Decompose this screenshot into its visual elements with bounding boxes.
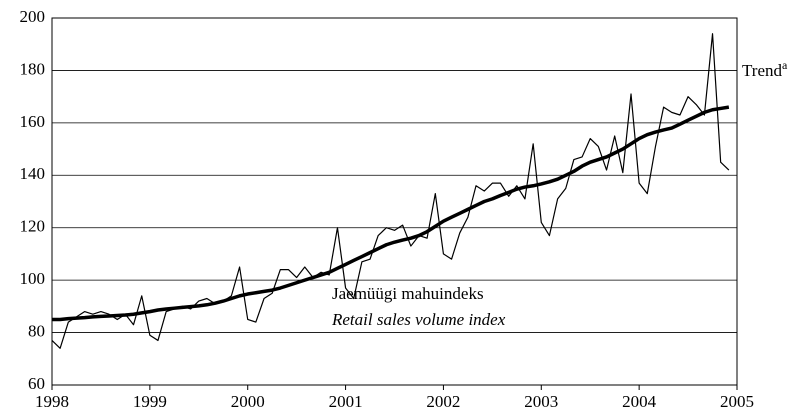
y-tick-label: 120	[20, 217, 46, 236]
y-tick-label: 160	[20, 112, 46, 131]
index-line	[51, 33, 730, 349]
x-tick-label: 2001	[329, 392, 363, 411]
trend-note: a	[782, 58, 788, 72]
y-tick-label: 180	[20, 59, 46, 78]
y-tick-label: 60	[28, 374, 45, 393]
y-tick-label: 140	[20, 164, 46, 183]
series-label: Jaemüügi mahuindeks	[332, 284, 484, 303]
x-tick-label: 2003	[524, 392, 558, 411]
trend-name: Trend	[742, 61, 782, 80]
series-label-en: Retail sales volume index	[331, 310, 506, 329]
x-tick-label: 1998	[35, 392, 69, 411]
trend-line	[52, 105, 730, 322]
trend-label: Trenda	[742, 58, 788, 80]
x-tick-label: 2005	[720, 392, 754, 411]
x-tick-label: 2004	[622, 392, 657, 411]
x-tick-label: 1999	[133, 392, 167, 411]
y-tick-label: 100	[20, 269, 46, 288]
x-tick-label: 2002	[426, 392, 460, 411]
x-tick-label: 2000	[231, 392, 265, 411]
y-tick-label: 200	[20, 7, 46, 26]
plot-frame	[51, 17, 738, 386]
y-tick-label: 80	[28, 321, 45, 340]
